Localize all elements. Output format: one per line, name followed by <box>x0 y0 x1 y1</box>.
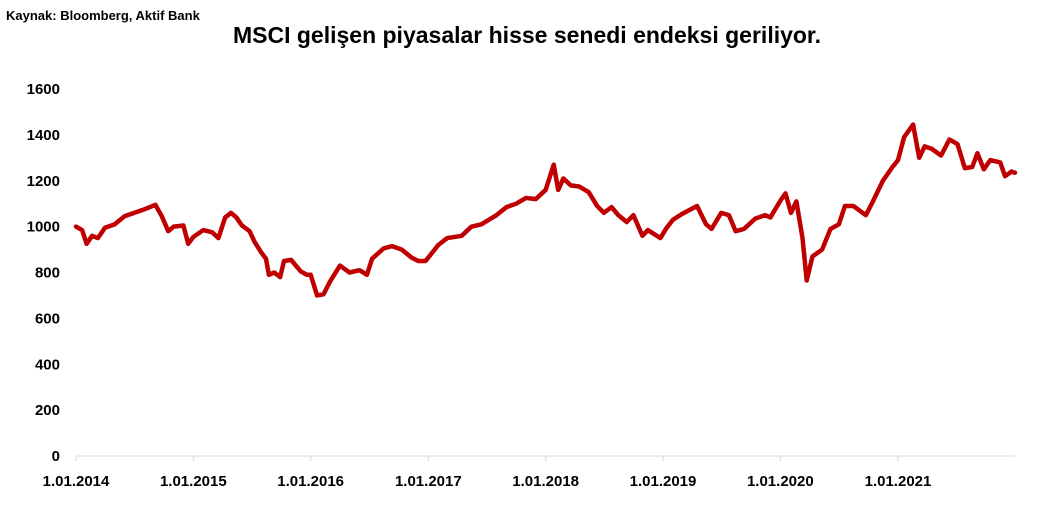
series-line <box>73 122 1018 298</box>
chart-source: Kaynak: Bloomberg, Aktif Bank <box>6 8 200 23</box>
y-tick-label: 1000 <box>27 219 60 236</box>
x-tick-label: 1.01.2019 <box>630 473 697 490</box>
y-axis: 0 200 400 600 800 1000 1200 1400 1600 <box>27 81 60 465</box>
x-tick-label: 1.01.2016 <box>277 473 344 490</box>
x-tick-label: 1.01.2020 <box>747 473 814 490</box>
y-tick-label: 1400 <box>27 127 60 144</box>
x-tick-label: 1.01.2017 <box>395 473 462 490</box>
x-tick-label: 1.01.2015 <box>160 473 227 490</box>
y-tick-label: 0 <box>52 448 60 465</box>
x-tick-label: 1.01.2021 <box>865 473 932 490</box>
y-tick-label: 200 <box>35 402 60 419</box>
x-tick-label: 1.01.2014 <box>43 473 110 490</box>
y-tick-label: 1200 <box>27 173 60 190</box>
chart-title: MSCI gelişen piyasalar hisse senedi ende… <box>232 22 822 48</box>
y-tick-label: 800 <box>35 265 60 282</box>
y-tick-label: 400 <box>35 356 60 373</box>
x-tick-label: 1.01.2018 <box>512 473 579 490</box>
y-tick-label: 1600 <box>27 81 60 98</box>
x-axis: 1.01.2014 1.01.2015 1.01.2016 1.01.2017 1.01… <box>43 455 1015 490</box>
plot-area <box>73 122 1018 298</box>
y-tick-label: 600 <box>35 310 60 327</box>
